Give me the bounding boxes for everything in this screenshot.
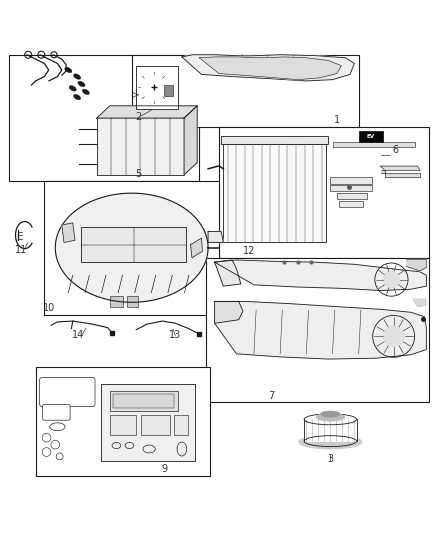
Polygon shape: [208, 231, 223, 243]
Polygon shape: [215, 260, 241, 286]
Ellipse shape: [74, 94, 81, 100]
Bar: [174, 415, 188, 434]
Ellipse shape: [74, 74, 81, 79]
Polygon shape: [407, 260, 426, 271]
Bar: [110, 391, 177, 410]
Ellipse shape: [69, 86, 76, 91]
Polygon shape: [184, 106, 197, 175]
Polygon shape: [381, 166, 420, 171]
Text: 7: 7: [268, 391, 275, 400]
Circle shape: [383, 271, 400, 288]
Text: 5: 5: [135, 169, 141, 179]
Bar: [141, 415, 170, 434]
Circle shape: [76, 126, 82, 132]
Polygon shape: [62, 223, 75, 243]
Polygon shape: [413, 299, 426, 306]
Bar: [10, 55, 199, 181]
Text: 11: 11: [14, 245, 27, 255]
Bar: [44, 181, 219, 314]
FancyBboxPatch shape: [39, 377, 95, 407]
Polygon shape: [97, 106, 197, 118]
Bar: [127, 296, 138, 306]
Bar: [304, 418, 357, 442]
Bar: [219, 127, 428, 258]
Polygon shape: [55, 193, 208, 302]
Polygon shape: [182, 55, 354, 81]
Text: 9: 9: [161, 464, 167, 474]
FancyBboxPatch shape: [42, 405, 70, 420]
Polygon shape: [199, 57, 341, 79]
Text: EV: EV: [367, 134, 374, 139]
Ellipse shape: [82, 89, 89, 94]
Bar: [330, 177, 372, 183]
Ellipse shape: [321, 411, 340, 417]
Text: 13: 13: [169, 330, 181, 340]
Bar: [113, 393, 173, 408]
Text: 2: 2: [135, 111, 141, 122]
Bar: [359, 131, 383, 142]
Bar: [136, 66, 177, 109]
Text: 3: 3: [327, 454, 333, 464]
Polygon shape: [215, 302, 426, 359]
Ellipse shape: [299, 435, 362, 449]
Polygon shape: [215, 302, 243, 323]
Bar: [223, 144, 326, 243]
Bar: [110, 415, 136, 434]
Bar: [81, 227, 186, 262]
Text: 6: 6: [393, 145, 399, 155]
Bar: [164, 85, 173, 96]
Text: 10: 10: [42, 303, 55, 313]
Bar: [337, 193, 367, 199]
Bar: [35, 367, 210, 476]
Bar: [206, 258, 428, 402]
Bar: [332, 142, 416, 147]
Circle shape: [383, 326, 405, 348]
Text: 14: 14: [72, 330, 85, 340]
Bar: [221, 136, 328, 144]
Polygon shape: [191, 238, 202, 258]
Ellipse shape: [316, 413, 345, 421]
Circle shape: [76, 141, 82, 147]
Ellipse shape: [65, 67, 72, 72]
Ellipse shape: [78, 81, 85, 87]
Circle shape: [76, 161, 82, 167]
Text: 12: 12: [244, 246, 256, 256]
Bar: [330, 185, 372, 191]
Bar: [132, 55, 359, 127]
Bar: [110, 296, 123, 306]
Polygon shape: [215, 260, 426, 290]
Polygon shape: [381, 171, 420, 177]
Bar: [101, 384, 195, 461]
Bar: [97, 118, 184, 175]
Text: 1: 1: [334, 116, 340, 125]
Bar: [339, 201, 363, 207]
